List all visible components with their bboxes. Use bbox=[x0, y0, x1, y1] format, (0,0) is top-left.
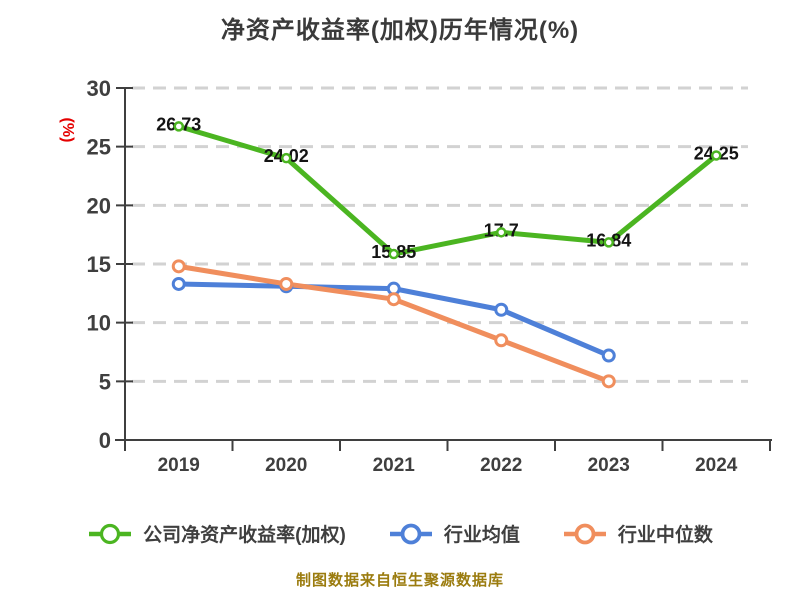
data-point-marker bbox=[388, 248, 399, 260]
data-source-caption: 制图数据来自恒生聚源数据库 bbox=[295, 572, 504, 589]
roe-line-chart: 05101520253020192020202120222023202426.7… bbox=[87, 76, 772, 476]
legend-item-industry-mean: 行业均值 bbox=[388, 520, 520, 547]
y-axis-tick-label: 20 bbox=[87, 193, 111, 218]
line-marker-icon bbox=[389, 523, 432, 544]
series-line-0 bbox=[176, 123, 719, 257]
legend-label-industry-median: 行业中位数 bbox=[617, 525, 713, 546]
chart-title: 净资产收益率(加权)历年情况(%) bbox=[220, 17, 580, 44]
chart-legend: 公司净资产收益率(加权) 行业均值 行业中位数 bbox=[0, 520, 800, 547]
x-axis-tick-label: 2020 bbox=[265, 455, 307, 476]
legend-item-industry-median: 行业中位数 bbox=[562, 520, 713, 547]
line-marker-icon bbox=[563, 523, 606, 544]
y-axis-tick-label: 30 bbox=[87, 76, 111, 101]
y-axis-tick-label: 25 bbox=[87, 135, 111, 160]
data-point-marker bbox=[171, 259, 186, 274]
data-point-marker bbox=[601, 374, 616, 389]
legend-label-industry-mean: 行业均值 bbox=[443, 525, 520, 546]
data-point-marker bbox=[601, 348, 616, 363]
data-point-marker bbox=[281, 152, 292, 164]
data-point-marker bbox=[279, 276, 294, 291]
x-axis-tick-label: 2021 bbox=[373, 455, 416, 476]
y-axis-tick-label: 5 bbox=[99, 369, 111, 394]
legend-item-company-roe: 公司净资产收益率(加权) bbox=[87, 520, 346, 547]
data-point-marker bbox=[386, 292, 401, 307]
legend-label-company-roe: 公司净资产收益率(加权) bbox=[143, 525, 346, 546]
data-point-marker bbox=[171, 276, 186, 291]
y-axis-tick-label: 0 bbox=[99, 428, 111, 453]
data-point-marker bbox=[496, 227, 507, 238]
x-axis-tick-label: 2019 bbox=[158, 455, 200, 476]
x-axis-tick-label: 2022 bbox=[480, 455, 522, 476]
data-point-marker bbox=[711, 150, 722, 161]
y-axis-tick-label: 10 bbox=[87, 311, 111, 336]
y-axis-tick-label: 15 bbox=[87, 252, 111, 277]
x-axis-tick-label: 2023 bbox=[588, 455, 630, 476]
data-point-marker bbox=[603, 237, 614, 248]
data-point-marker bbox=[173, 121, 184, 132]
line-marker-icon bbox=[89, 523, 132, 544]
data-point-marker bbox=[494, 302, 509, 317]
x-axis-tick-label: 2024 bbox=[695, 455, 738, 476]
data-point-marker bbox=[494, 333, 509, 348]
